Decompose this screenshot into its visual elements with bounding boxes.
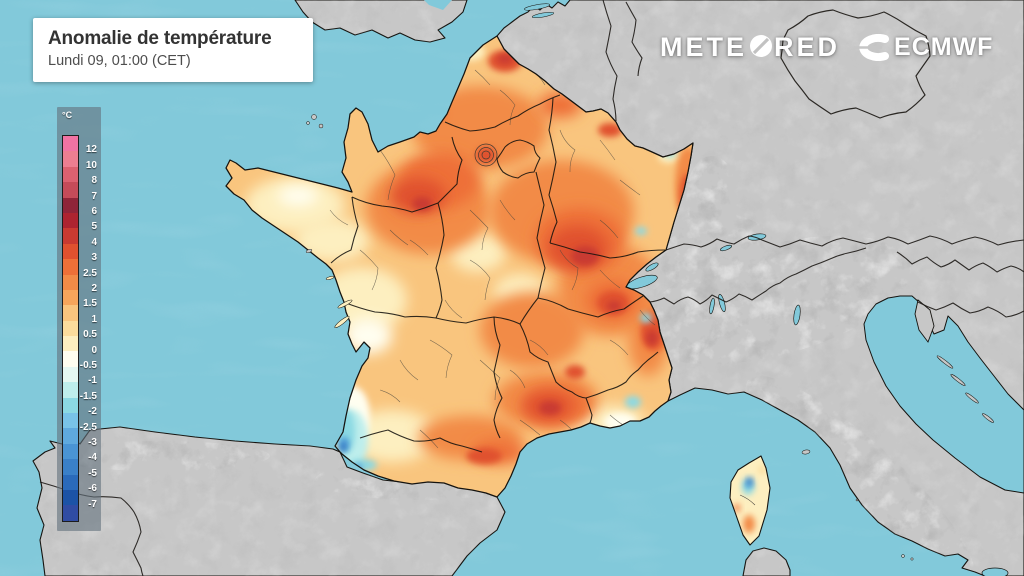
map-datetime: Lundi 09, 01:00 (CET): [48, 53, 191, 69]
brand-logos: METE RED ECMWF: [660, 30, 993, 64]
legend-tick: -0.5: [79, 360, 97, 371]
legend-cell: [63, 228, 78, 244]
legend-tick: 7: [91, 190, 97, 202]
corsica-anomaly-field: [729, 455, 771, 546]
legend-cell: [63, 320, 78, 337]
legend-cell: [63, 336, 78, 352]
legend-tick: 1: [91, 313, 97, 325]
ecmwf-logo-icon: [852, 33, 890, 61]
legend-tick: 2: [91, 283, 97, 294]
legend-tick: 8: [91, 175, 97, 187]
country-borders: [39, 0, 1024, 576]
legend-cell: [63, 428, 78, 444]
legend-cell: [63, 351, 78, 367]
legend-tick: -1.5: [79, 390, 97, 402]
legend-tick: 5: [91, 221, 97, 233]
legend-tick: -5: [88, 467, 97, 479]
legend-tick: -4: [88, 452, 97, 464]
legend-tick: -1: [88, 375, 97, 387]
legend-cell: [63, 212, 78, 229]
legend-tick: 3: [91, 252, 97, 264]
seas-and-lakes: [424, 0, 1024, 576]
legend-tick: 6: [91, 206, 97, 217]
legend-tick: 4: [91, 236, 97, 248]
legend-tick: 10: [85, 159, 97, 171]
meteored-o-icon: [749, 32, 773, 63]
legend-tick: 12: [85, 144, 97, 156]
ecmwf-label: ECMWF: [894, 32, 994, 61]
legend-cell: [63, 197, 78, 213]
legend-cell: [63, 182, 78, 198]
legend-cell: [63, 459, 78, 475]
small-islands: [305, 114, 914, 561]
legend-cell: [63, 489, 78, 506]
legend-cell: [63, 289, 78, 306]
legend-cell: [63, 305, 78, 321]
legend-cell: [63, 136, 78, 152]
legend-tick: 1.5: [83, 298, 97, 310]
map-title: Anomalie de température: [48, 28, 272, 49]
legend-cell: [63, 274, 78, 290]
legend-panel: °C 12 10 8 7 6 5 4 3 2.5 2 1.5 1 0.5 0 -0.5 -1 -1.5 -2 -2.…: [57, 107, 101, 531]
legend-cell: [63, 505, 78, 521]
legend-tick: -2.5: [79, 421, 97, 433]
legend-cell: [63, 382, 78, 398]
legend-cell: [63, 151, 78, 167]
legend-tick: -3: [88, 437, 97, 448]
legend-tick: 0.5: [83, 329, 97, 341]
legend-cell: [63, 259, 78, 275]
title-card: Anomalie de température Lundi 09, 01:00 …: [33, 18, 313, 82]
meteored-logo: METE RED: [660, 31, 841, 63]
legend-tick: 2.5: [83, 267, 97, 279]
legend-colorbar: [62, 135, 79, 522]
legend-cell: [63, 413, 78, 429]
legend-tick: -6: [88, 483, 97, 495]
legend-cell: [63, 166, 78, 183]
legend-cell: [63, 243, 78, 260]
legend-tick: -7: [88, 498, 97, 510]
legend-unit: °C: [62, 110, 73, 120]
legend-cell: [63, 366, 78, 383]
legend-cell: [63, 397, 78, 414]
legend-cell: [63, 443, 78, 460]
legend-tick: 0: [91, 344, 97, 356]
legend-tick: -2: [88, 406, 97, 418]
legend-cell: [63, 474, 78, 490]
